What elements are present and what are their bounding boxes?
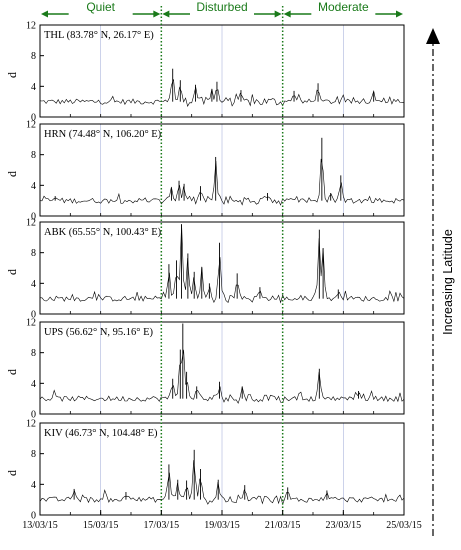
y-tick-label-0: 0 <box>31 410 36 421</box>
y-axis-label: d <box>5 269 19 275</box>
x-tick-label-5: 23/03/15 <box>326 520 362 531</box>
x-tick-label-3: 19/03/15 <box>204 520 240 531</box>
panel-4: KIV (46.73° N, 104.48° E) 0 4 8 12 d <box>5 419 405 522</box>
x-tick-label-2: 17/03/15 <box>144 520 180 531</box>
y-tick-label-1: 4 <box>31 82 36 93</box>
station-label: THL (83.78° N, 26.17° E) <box>44 30 154 41</box>
y-tick-label-2: 8 <box>31 449 36 460</box>
phase-arrow-left-2 <box>283 10 291 18</box>
phase-arrow-right-1 <box>274 10 282 18</box>
y-tick-label-3: 12 <box>26 318 36 329</box>
station-label: ABK (65.55° N, 100.43° E) <box>44 227 162 238</box>
phase-arrow-right-2 <box>396 10 403 18</box>
phase-label-0: Quiet <box>86 0 115 14</box>
series-line-4 <box>39 460 405 506</box>
y-tick-label-1: 4 <box>31 480 36 491</box>
y-axis-label: d <box>5 369 19 375</box>
y-axis-label: d <box>5 171 19 177</box>
y-tick-label-2: 8 <box>31 348 36 359</box>
y-tick-label-3: 12 <box>26 419 36 430</box>
y-tick-label-0: 0 <box>31 310 36 321</box>
y-tick-label-0: 0 <box>31 113 36 124</box>
panel-2: ABK (65.55° N, 100.43° E) 0 4 8 12 d <box>5 218 405 321</box>
y-tick-label-3: 12 <box>26 218 36 229</box>
panel-3: UPS (56.62° N, 95.16° E) 0 4 8 12 d <box>5 318 405 421</box>
y-tick-label-0: 0 <box>31 212 36 223</box>
y-tick-label-1: 4 <box>31 379 36 390</box>
date-axis: 13/03/15 15/03/15 17/03/15 19/03/15 21/03/15… <box>22 510 422 531</box>
panel-1: HRN (74.48° N, 106.20° E) 0 4 8 12 d <box>5 120 405 223</box>
y-tick-label-3: 12 <box>26 21 36 32</box>
phase-label-bg-2 <box>311 1 376 16</box>
phase-arrow-left-0 <box>41 10 48 18</box>
phase-arrow-left-1 <box>162 10 170 18</box>
series-line-1 <box>39 158 405 206</box>
station-label: UPS (56.62° N, 95.16° E) <box>44 327 154 338</box>
panel-0: THL (83.78° N, 26.17° E) 0 4 8 12 d <box>5 21 405 124</box>
y-tick-label-1: 4 <box>31 279 36 290</box>
x-tick-label-4: 21/03/15 <box>265 520 301 531</box>
latitude-arrow: Increasing Latitude <box>426 28 455 536</box>
x-tick-label-0: 13/03/15 <box>22 520 58 531</box>
x-tick-label-1: 15/03/15 <box>83 520 119 531</box>
y-tick-label-3: 12 <box>26 120 36 131</box>
y-axis-label: d <box>5 470 19 476</box>
station-label: HRN (74.48° N, 106.20° E) <box>44 129 162 140</box>
x-tick-label-6: 25/03/15 <box>386 520 422 531</box>
station-label: KIV (46.73° N, 104.48° E) <box>44 428 158 439</box>
series-line-3 <box>39 349 405 404</box>
y-tick-label-2: 8 <box>31 51 36 62</box>
y-tick-label-1: 4 <box>31 181 36 192</box>
latitude-arrow-head <box>426 28 440 44</box>
y-axis-label: d <box>5 72 19 78</box>
phase-label-bg-0 <box>68 1 133 16</box>
y-tick-label-2: 8 <box>31 248 36 259</box>
series-line-2 <box>40 224 405 304</box>
latitude-arrow-label: Increasing Latitude <box>441 229 455 335</box>
y-tick-label-0: 0 <box>31 511 36 522</box>
phase-label-bg-1 <box>190 1 254 16</box>
phase-arrow-right-0 <box>153 10 161 18</box>
y-tick-label-2: 8 <box>31 150 36 161</box>
phase-label-1: Disturbed <box>196 0 247 14</box>
phase-bar: Quiet Disturbed Moderate <box>41 0 403 18</box>
series-line-0 <box>39 79 405 107</box>
phase-label-2: Moderate <box>318 0 369 14</box>
